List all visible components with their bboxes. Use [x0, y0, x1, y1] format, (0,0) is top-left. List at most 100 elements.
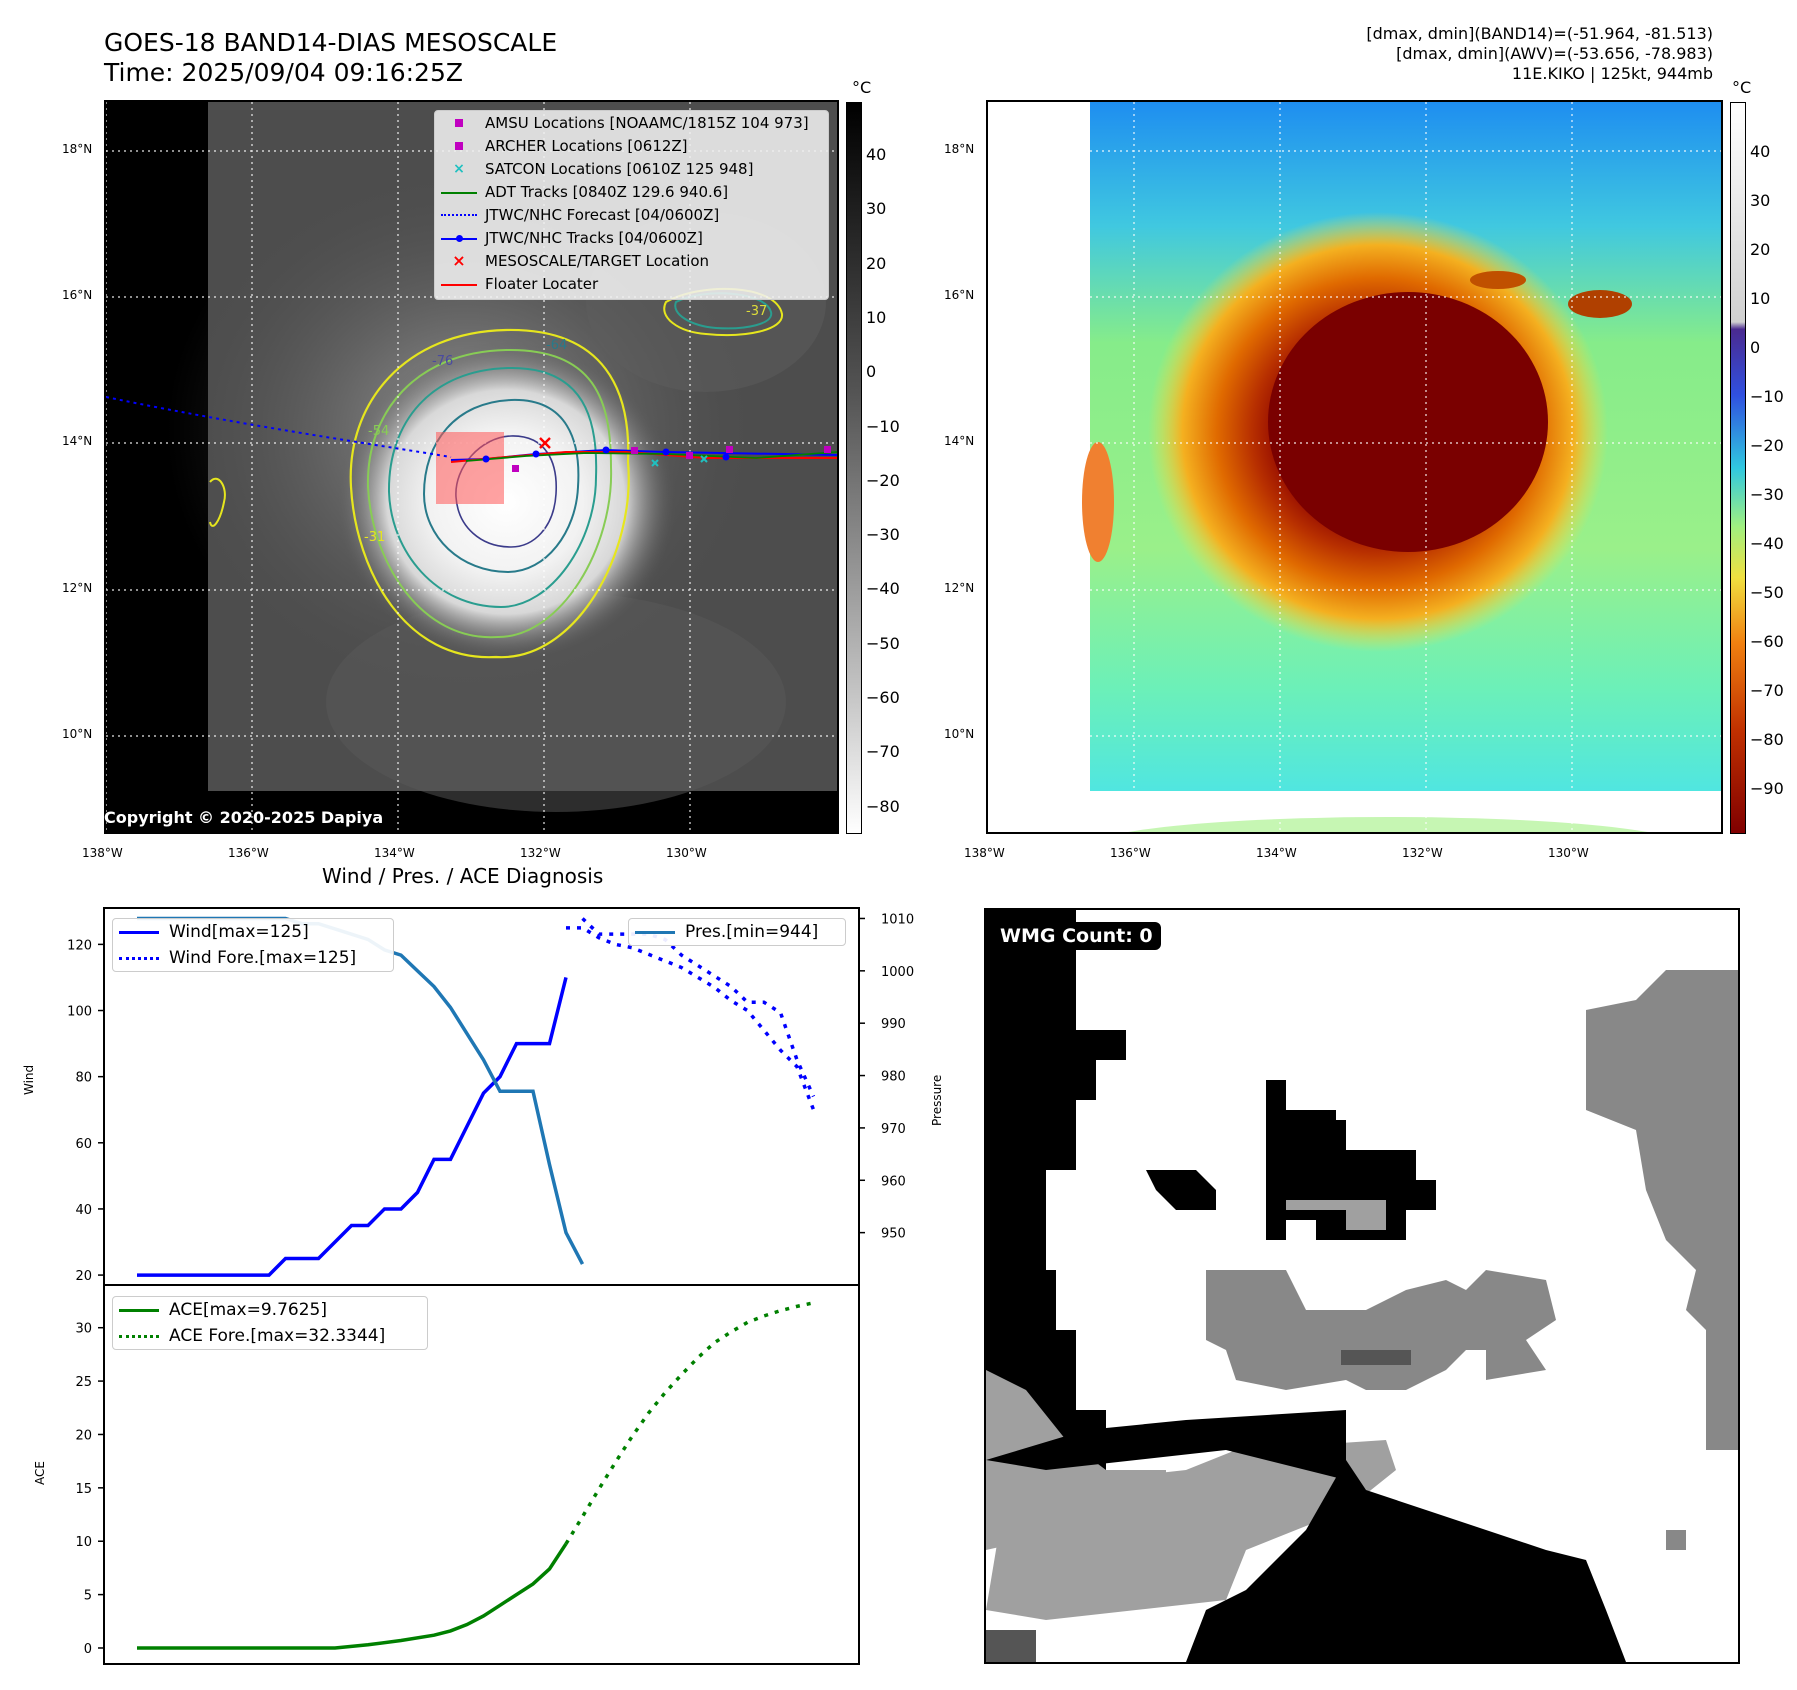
ir-colorbar-unit: °C: [852, 78, 872, 97]
awv-colorbar-tick: −60: [1750, 632, 1784, 651]
series-line-0: [137, 977, 568, 1277]
contour-label-64: -64: [546, 338, 568, 353]
awv-colorbar-tick: −50: [1750, 583, 1784, 602]
ir-colorbar-tick: 0: [866, 362, 877, 382]
copyright-text: Copyright © 2020-2025 Dapiya: [104, 808, 384, 827]
legend-label: JTWC/NHC Forecast [04/0600Z]: [485, 205, 720, 224]
ir-colorbar-tick: −30: [866, 525, 900, 545]
legend-item-ace: ACE[max=9.7625]: [113, 1297, 427, 1323]
contour-label-37: -37: [746, 304, 768, 319]
wind-ytick-label: 40: [75, 1203, 92, 1218]
pressure-ytick-label: 960: [881, 1174, 906, 1189]
series-line-3: [581, 917, 816, 1098]
ace-ytick-label: 5: [84, 1589, 92, 1604]
wind-ytick-label: 20: [75, 1269, 92, 1284]
wind-ytick-label: 120: [67, 938, 92, 953]
lon-label: 136°W: [228, 846, 269, 860]
floater-locater-box: [436, 432, 504, 504]
solid-line-icon: [635, 930, 675, 934]
ir-satellite-panel: -76 -64 -54 -37 -31 AMSU Locations [NOAA…: [104, 100, 839, 834]
line-marker-icon: [441, 277, 477, 291]
pressure-ytick-label: 990: [881, 1017, 906, 1032]
wmg-image-svg: [986, 910, 1738, 1662]
legend-item-target: × MESOSCALE/TARGET Location: [435, 249, 828, 272]
lat-label: 18°N: [944, 142, 975, 156]
lon-label: 132°W: [1402, 846, 1443, 860]
ace-axes: [103, 1284, 860, 1665]
ir-colorbar-tick: −60: [866, 688, 900, 707]
legend-label: SATCON Locations [0610Z 125 948]: [485, 159, 754, 178]
legend-item-archer: ARCHER Locations [0612Z]: [435, 134, 828, 157]
lon-label: 130°W: [666, 846, 707, 860]
awv-colorbar-tick: −40: [1750, 534, 1784, 553]
ace-series-line-0: [137, 1542, 568, 1650]
lon-label: 138°W: [964, 846, 1005, 860]
pressure-ytick-label: 970: [881, 1122, 906, 1137]
ace-ytick-label: 10: [75, 1535, 92, 1550]
ace-ytick-label: 0: [84, 1642, 92, 1657]
lat-label: 14°N: [944, 434, 975, 448]
figure-title-line2: Time: 2025/09/04 09:16:25Z: [104, 58, 463, 87]
legend-item-adt: ADT Tracks [0840Z 129.6 940.6]: [435, 180, 828, 203]
figure-title-line1: GOES-18 BAND14-DIAS MESOSCALE: [104, 28, 558, 57]
legend-item-satcon: × SATCON Locations [0610Z 125 948]: [435, 157, 828, 180]
legend-item-pressure: Pres.[min=944]: [629, 919, 845, 945]
ir-colorbar-tick: 40: [866, 145, 887, 164]
lat-label: 18°N: [62, 142, 93, 156]
lat-label: 12°N: [62, 581, 93, 595]
ace-series-line-1: [564, 1301, 814, 1545]
lat-label: 10°N: [944, 727, 975, 741]
ace-ytick-label: 25: [75, 1375, 92, 1390]
diag-title: Wind / Pres. / ACE Diagnosis: [322, 864, 604, 888]
legend-item-amsu: AMSU Locations [NOAAMC/1815Z 104 973]: [435, 111, 828, 134]
pressure-ytick-label: 1010: [881, 912, 914, 927]
legend-label: Wind[max=125]: [169, 922, 309, 942]
legend-item-forecast: JTWC/NHC Forecast [04/0600Z]: [435, 203, 828, 226]
lat-label: 16°N: [62, 288, 93, 302]
lat-label: 10°N: [62, 727, 93, 741]
solid-line-icon: [119, 1308, 159, 1312]
ir-colorbar-tick: −80: [866, 796, 900, 816]
contour-label-31: -31: [364, 530, 386, 545]
awv-colorbar-tick: −80: [1750, 730, 1784, 749]
legend-label: AMSU Locations [NOAAMC/1815Z 104 973]: [485, 113, 809, 132]
ir-colorbar-tick: 30: [866, 199, 887, 219]
awv-image-svg: [988, 102, 1721, 832]
awv-colorbar-tick: 0: [1750, 338, 1761, 357]
solid-line-icon: [119, 930, 159, 934]
square-marker-icon: [441, 139, 477, 153]
awv-colorbar-tick: −70: [1750, 681, 1784, 700]
ir-colorbar-tick: −70: [866, 742, 900, 762]
legend-item-floater: Floater Locater: [435, 272, 828, 295]
wind-ytick-label: 100: [67, 1005, 92, 1020]
legend-label: ACE[max=9.7625]: [169, 1300, 327, 1320]
legend-label: Pres.[min=944]: [685, 922, 819, 942]
lon-label: 136°W: [1110, 846, 1151, 860]
wind-legend: Wind[max=125] Wind Fore.[max=125]: [112, 918, 394, 972]
awv-colorbar-tick: 10: [1750, 289, 1771, 308]
awv-colorbar-tick: 30: [1750, 191, 1771, 210]
lon-label: 130°W: [1548, 846, 1589, 860]
legend-label: Floater Locater: [485, 274, 599, 293]
contour-label-76: -76: [432, 354, 454, 369]
dmax-dmin-band14: [dmax, dmin](BAND14)=(-51.964, -81.513): [1366, 24, 1713, 43]
awv-colorbar-tick: −20: [1750, 436, 1784, 455]
awv-colorbar-tick: −10: [1750, 387, 1784, 406]
legend-label: ACE Fore.[max=32.3344]: [169, 1326, 386, 1346]
lon-label: 134°W: [374, 846, 415, 860]
dotted-line-icon: [119, 956, 159, 960]
ace-legend: ACE[max=9.7625] ACE Fore.[max=32.3344]: [112, 1296, 428, 1350]
line-dot-icon: [441, 231, 477, 245]
ir-colorbar-tick: 10: [866, 307, 887, 327]
ir-colorbar-tick: −20: [866, 470, 900, 490]
ace-ytick-label: 20: [75, 1428, 92, 1443]
ir-colorbar-tick: 20: [866, 253, 887, 273]
legend-label: MESOSCALE/TARGET Location: [485, 251, 710, 270]
x-marker-icon: ×: [452, 250, 466, 270]
legend-label: Wind Fore.[max=125]: [169, 948, 357, 968]
ir-legend: AMSU Locations [NOAAMC/1815Z 104 973] AR…: [434, 110, 829, 300]
legend-label: ADT Tracks [0840Z 129.6 940.6]: [485, 182, 729, 201]
legend-item-wind-fore: Wind Fore.[max=125]: [113, 945, 393, 971]
ir-colorbar-tick: −10: [866, 416, 900, 436]
